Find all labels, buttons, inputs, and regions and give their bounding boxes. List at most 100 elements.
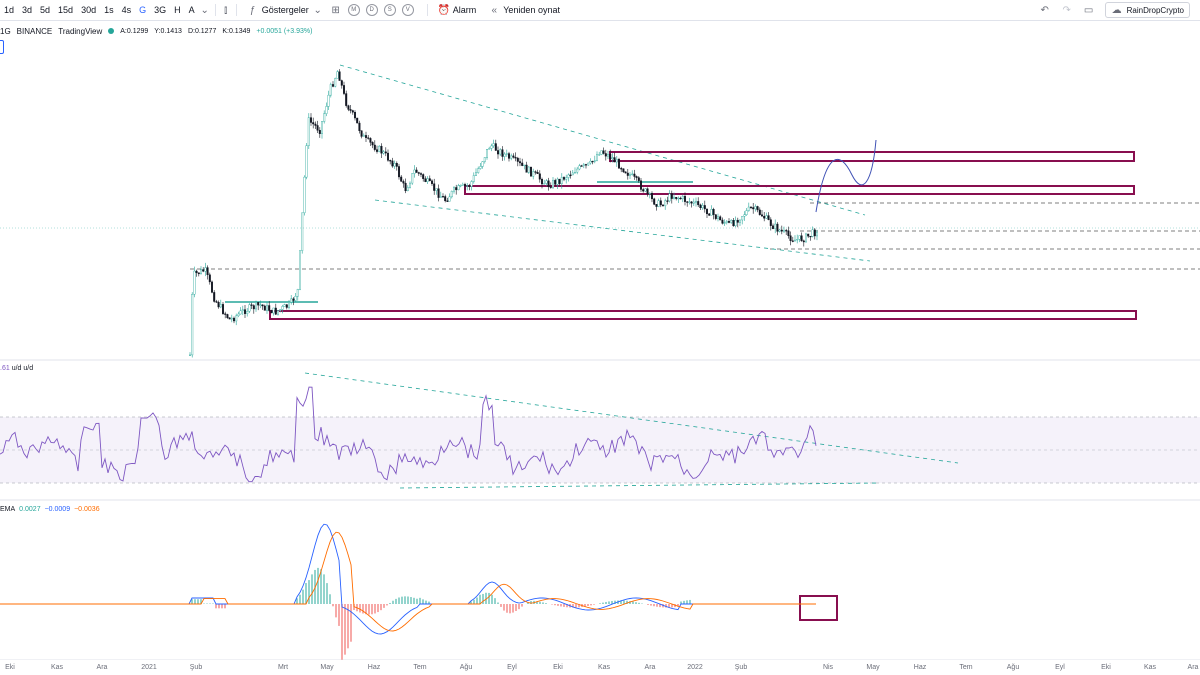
candle-body	[521, 162, 524, 166]
macd-histogram-bar	[518, 604, 520, 610]
macd-histogram-bar	[572, 604, 574, 608]
candle-body	[703, 205, 706, 210]
macd-histogram-bar	[611, 600, 613, 604]
candle-body	[257, 302, 260, 306]
candle-body	[587, 162, 590, 166]
macd-histogram-bar	[485, 592, 487, 604]
signal-line	[0, 531, 816, 632]
template-m-button[interactable]: M	[347, 4, 360, 16]
candle-body	[668, 193, 671, 202]
timeframe-3G[interactable]: 3G	[154, 5, 167, 15]
candle-body	[769, 219, 772, 226]
candle-body	[732, 220, 735, 227]
candle-body	[263, 305, 266, 311]
timeframe-4s[interactable]: 4s	[121, 5, 132, 15]
candle-body	[816, 232, 819, 237]
macd-histogram-bar	[383, 604, 385, 608]
timeframe-15d[interactable]: 15d	[58, 5, 74, 15]
candle-body	[765, 215, 768, 219]
candle-body	[684, 196, 687, 202]
macd-histogram-bar	[362, 604, 364, 614]
user-account-button[interactable]: ☁ RainDropCrypto	[1104, 2, 1190, 18]
candle-body	[325, 106, 328, 114]
rewind-icon: «	[491, 4, 498, 16]
rsi-support-line[interactable]	[399, 482, 881, 489]
macd-histogram-bar	[359, 604, 361, 613]
rsi-trendline[interactable]	[304, 372, 959, 464]
projection-path[interactable]	[815, 139, 877, 213]
macd-histogram-bar	[503, 604, 505, 611]
candle-body	[338, 71, 341, 81]
macd-histogram-bar	[638, 602, 640, 604]
macd-histogram-bar	[575, 604, 577, 608]
candle-body	[215, 301, 218, 303]
macd-histogram-bar	[509, 604, 511, 614]
lower-trendline[interactable]	[374, 199, 871, 262]
candle-body	[248, 304, 251, 312]
candle-body	[591, 160, 594, 163]
indicators-button[interactable]: ƒ Göstergeler ⌄	[241, 4, 330, 16]
macd-histogram-bar	[650, 604, 652, 606]
macd-histogram-bar	[587, 604, 589, 607]
upper-trendline[interactable]	[339, 64, 866, 216]
chevron-down-icon[interactable]: ⌄	[200, 4, 209, 16]
candle-body	[635, 176, 638, 178]
timeframe-A[interactable]: A	[188, 5, 195, 15]
timeframe-1d[interactable]: 1d	[4, 5, 15, 15]
candle-body	[398, 166, 401, 178]
resistance-zone[interactable]	[464, 185, 1135, 195]
macd-name: EMA	[0, 506, 16, 513]
timeframe-H[interactable]: H	[174, 5, 181, 15]
market-status-icon	[108, 28, 115, 34]
macd-histogram-bar	[614, 600, 616, 604]
candle-body	[532, 171, 535, 177]
replay-button[interactable]: « Yeniden oynat	[482, 4, 566, 16]
timeframe-30d[interactable]: 30d	[81, 5, 97, 15]
candle-body	[807, 233, 810, 237]
timeframe-5d[interactable]: 5d	[40, 5, 51, 15]
macd-histogram-bar	[395, 598, 397, 604]
macd-histogram-bar	[545, 603, 547, 604]
alarm-button[interactable]: ⏰ Alarm	[432, 4, 483, 16]
template-s-button[interactable]: S	[383, 4, 396, 16]
candle-body	[318, 130, 321, 134]
redo-icon[interactable]: ↷	[1062, 4, 1071, 16]
candle-body	[281, 306, 284, 310]
template-v-button[interactable]: V	[401, 4, 414, 16]
timeframe-3d[interactable]: 3d	[22, 5, 33, 15]
time-tick: Ara	[644, 664, 656, 671]
timeframe-1s[interactable]: 1s	[104, 5, 114, 15]
macd-histogram-bar	[671, 604, 673, 608]
undo-icon[interactable]: ↶	[1040, 4, 1049, 16]
legend-toggle[interactable]	[0, 40, 4, 54]
macd-histogram-bar	[374, 604, 376, 614]
candle-body	[664, 200, 667, 207]
macd-histogram-bar	[527, 602, 529, 604]
resistance-zone[interactable]	[609, 151, 1135, 162]
candle-body	[219, 304, 222, 308]
candle-type-icon[interactable]: ⫾	[224, 4, 228, 16]
macd-histogram-bar	[602, 602, 604, 604]
time-axis[interactable]: Eki Kas Ara 2021 Şub Mrt May Haz Tem Ağu Eyl Eki Kas…	[0, 660, 1200, 675]
candle-body	[224, 313, 227, 315]
macd-legend: EMA 0.0027 −0.0009 −0.0036	[0, 506, 100, 513]
candle-body	[490, 145, 493, 149]
timeframe-G[interactable]: G	[139, 5, 147, 15]
candle-body	[787, 230, 790, 236]
divider	[235, 4, 237, 16]
template-d-button[interactable]: D	[365, 4, 378, 16]
macd-histogram-bar	[371, 604, 373, 615]
price-chart[interactable]	[0, 0, 1200, 660]
candle-body	[389, 160, 392, 162]
candle-body	[470, 181, 473, 187]
candle-body	[609, 153, 612, 160]
candle-body	[809, 235, 812, 238]
macd-highlight-box[interactable]	[799, 595, 838, 621]
layout-grid-icon[interactable]: ⊞	[331, 4, 340, 16]
fullscreen-icon[interactable]: ▭	[1083, 4, 1094, 16]
macd-histogram-bar	[530, 601, 532, 604]
support-zone[interactable]	[269, 310, 1137, 320]
candle-body	[739, 219, 742, 223]
candle-body	[334, 78, 337, 87]
